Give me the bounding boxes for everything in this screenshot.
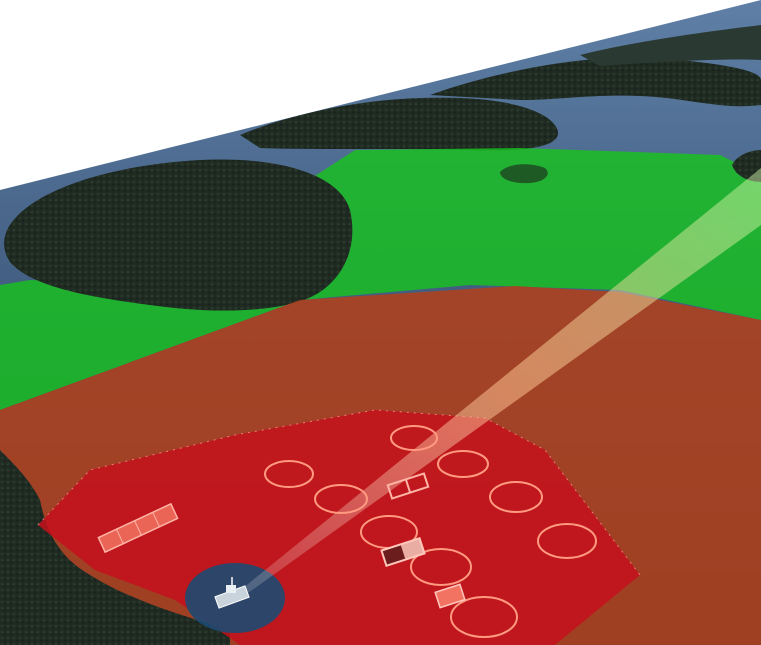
distant-island-right — [430, 57, 761, 107]
fish-pen — [314, 484, 368, 514]
service-platforms — [97, 472, 466, 609]
service-platform — [434, 583, 466, 609]
fish-pens — [264, 425, 597, 638]
sensor-beam — [232, 168, 761, 597]
fish-pen — [489, 481, 543, 513]
feed-barge — [97, 502, 179, 554]
service-platform — [386, 472, 430, 500]
islet — [500, 164, 548, 184]
fish-pen — [450, 596, 518, 638]
far-shore — [580, 25, 761, 66]
radar-station-icon — [214, 577, 250, 609]
fish-pen — [437, 450, 489, 478]
detection-zone — [0, 148, 761, 410]
shoreline-forest — [0, 450, 230, 645]
fish-pen — [264, 460, 314, 488]
fish-pen — [390, 425, 438, 451]
distant-island-left — [240, 97, 559, 151]
fish-pen — [410, 548, 472, 586]
service-platform — [380, 536, 426, 568]
fish-pen — [537, 523, 597, 559]
large-island — [4, 159, 353, 311]
